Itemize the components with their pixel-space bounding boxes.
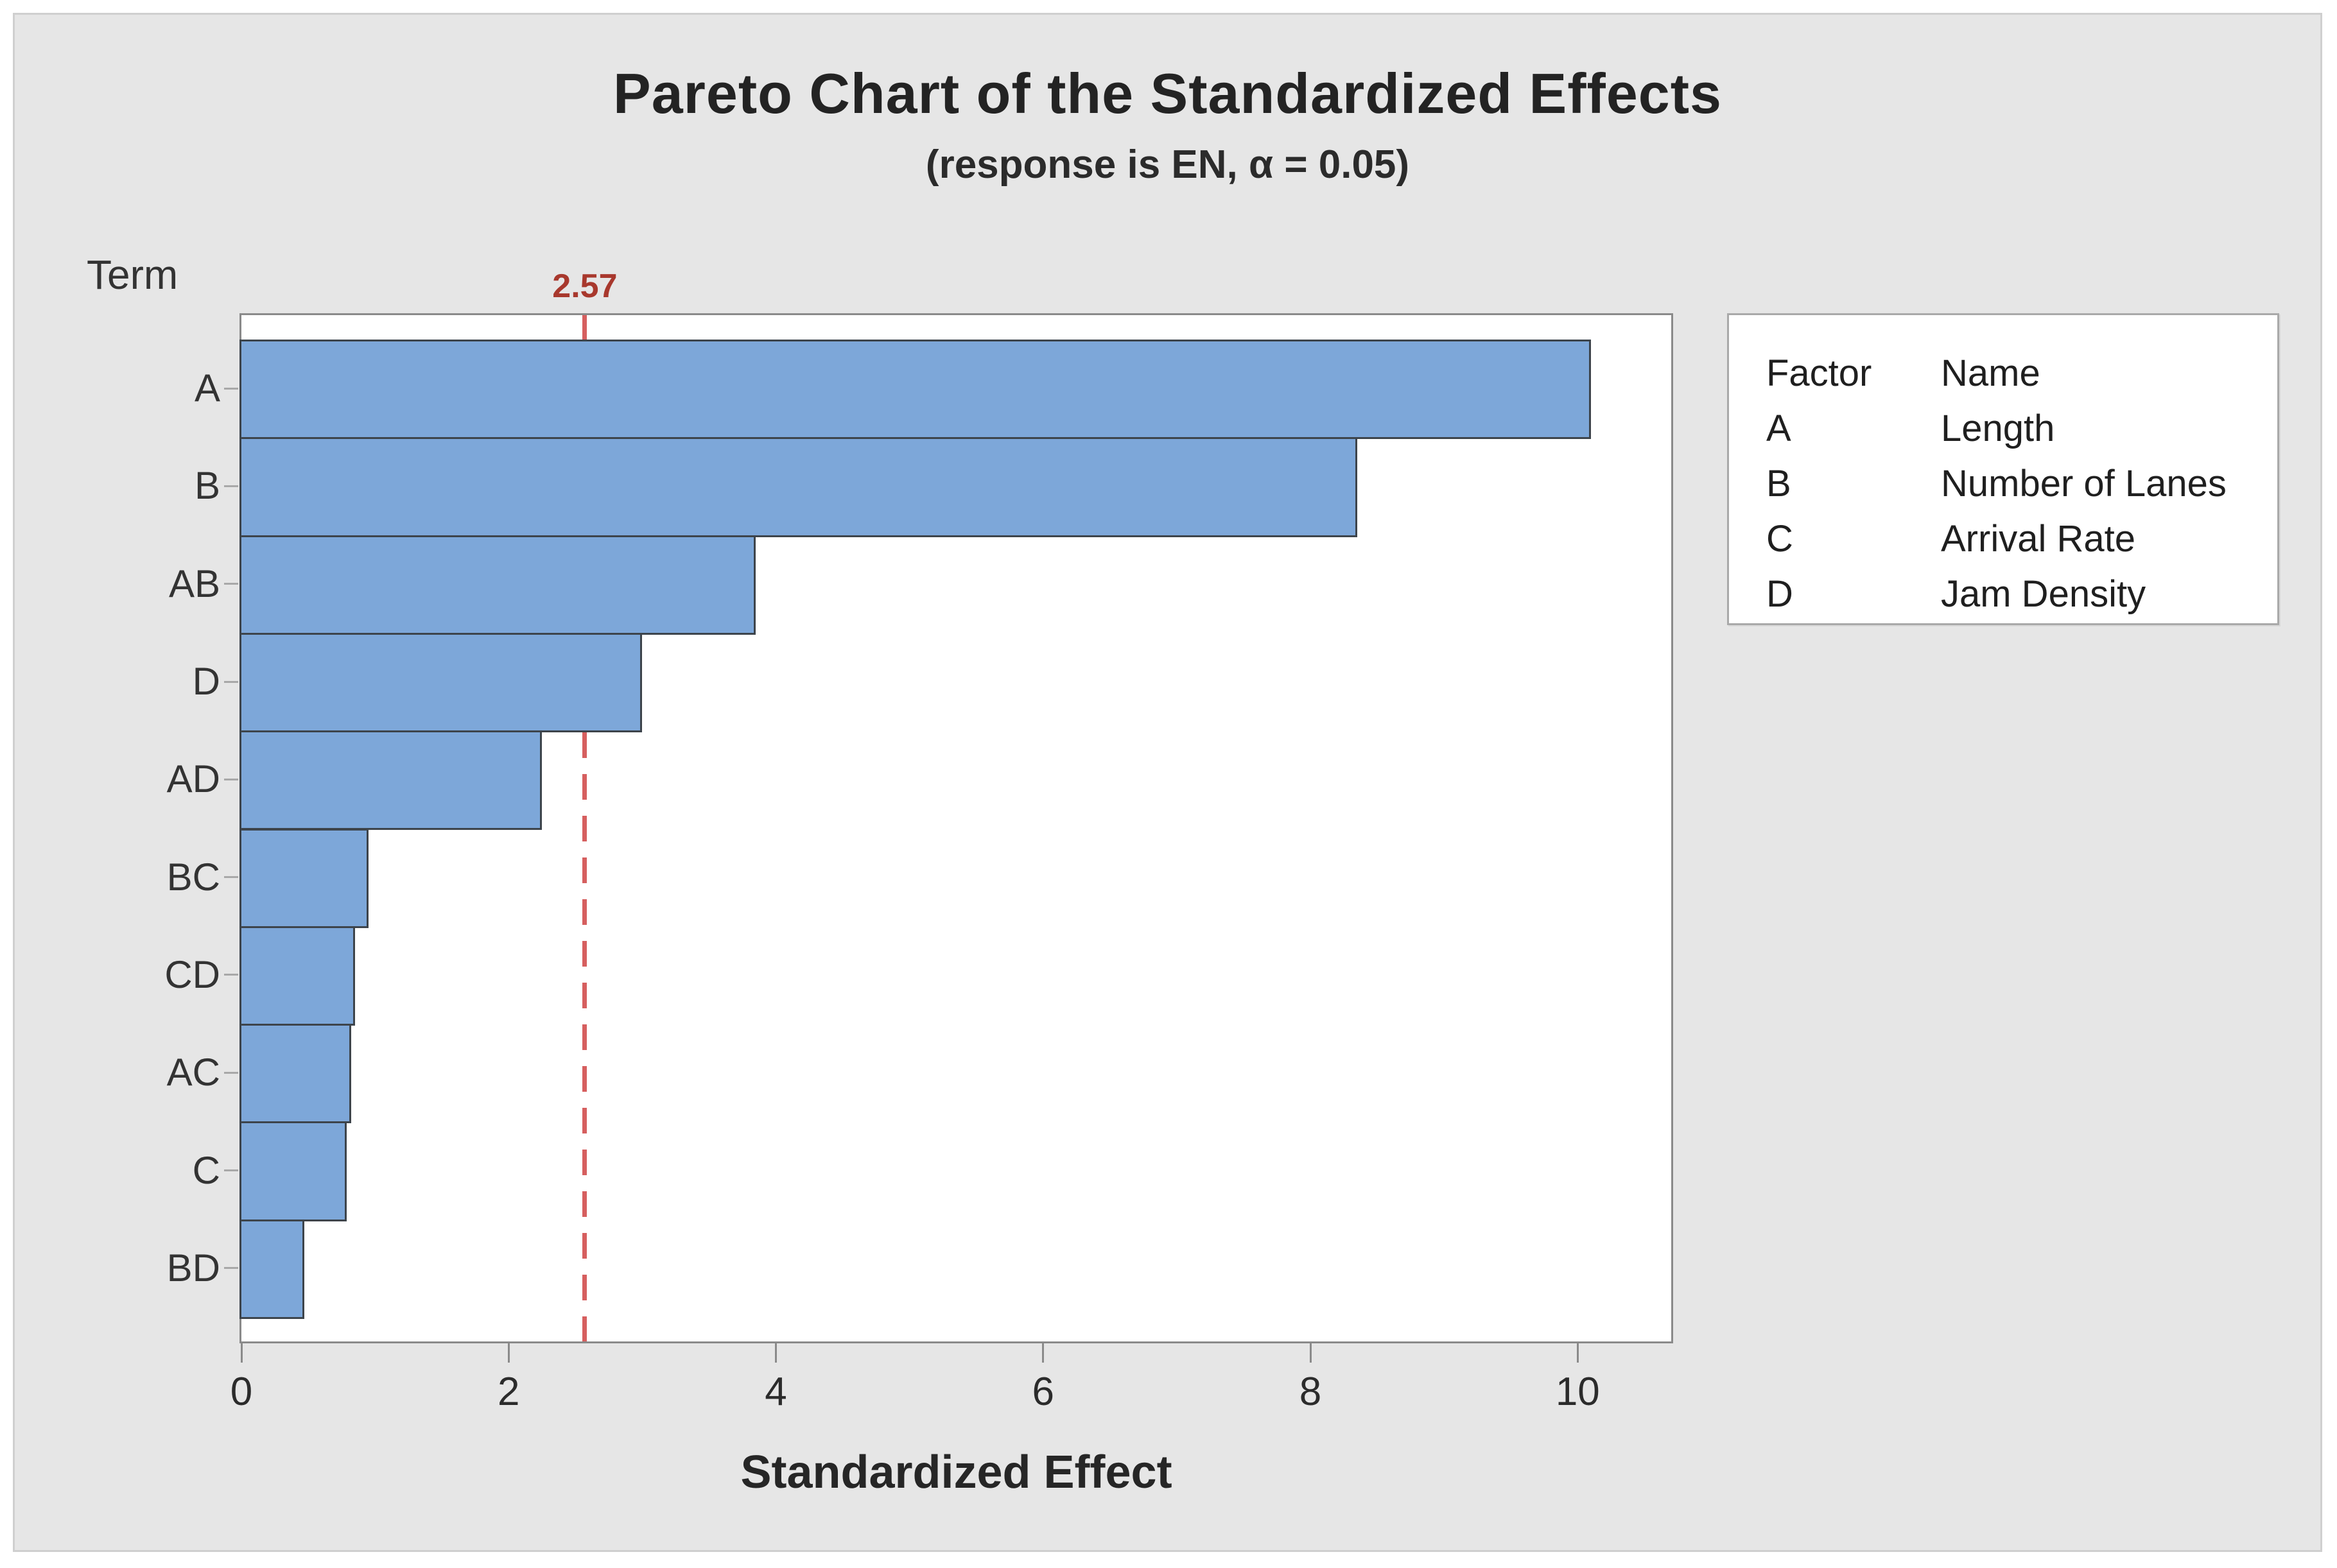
legend-row-A: A Length	[1729, 401, 2277, 456]
y-tick-AD	[224, 778, 238, 780]
bar-B	[239, 437, 1357, 537]
y-tick-label-C: C	[192, 1148, 220, 1192]
x-tick-label-8: 8	[1299, 1370, 1322, 1414]
y-tick-AB	[224, 583, 238, 585]
x-tick-2	[507, 1343, 510, 1363]
y-tick-BC	[224, 876, 238, 879]
legend-header-row: Factor Name	[1729, 346, 2277, 401]
bar-D	[239, 632, 643, 733]
y-tick-D	[224, 680, 238, 683]
legend-row-D: D Jam Density	[1729, 567, 2277, 622]
x-axis-title: Standardized Effect	[740, 1447, 1172, 1498]
legend-factor: D	[1766, 573, 1793, 615]
legend-box: Factor Name A Length B Number of Lanes C Arri…	[1727, 313, 2279, 625]
legend-name: Jam Density	[1941, 573, 2146, 615]
bar-AB	[239, 535, 756, 635]
x-tick-10	[1576, 1343, 1579, 1363]
bar-A	[239, 340, 1592, 440]
x-tick-label-4: 4	[765, 1370, 787, 1414]
y-tick-label-D: D	[192, 660, 220, 703]
y-tick-AC	[224, 1071, 238, 1074]
y-tick-label-CD: CD	[164, 952, 220, 996]
x-tick-6	[1042, 1343, 1045, 1363]
legend-header-name: Name	[1941, 352, 2040, 394]
y-tick-label-BC: BC	[166, 855, 220, 899]
y-tick-BD	[224, 1267, 238, 1270]
legend-factor: A	[1766, 408, 1791, 449]
legend-name: Length	[1941, 408, 2055, 449]
y-tick-CD	[224, 974, 238, 976]
x-tick-label-6: 6	[1032, 1370, 1055, 1414]
legend-name: Arrival Rate	[1941, 518, 2135, 560]
reference-line-label: 2.57	[552, 268, 618, 305]
reference-line	[582, 315, 587, 1341]
y-tick-C	[224, 1169, 238, 1172]
legend-factor: B	[1766, 463, 1791, 504]
x-tick-label-2: 2	[498, 1370, 520, 1414]
y-tick-label-B: B	[194, 464, 220, 508]
bar-AD	[239, 730, 543, 831]
legend-factor: C	[1766, 518, 1793, 560]
chart-subtitle: (response is EN, α = 0.05)	[925, 142, 1410, 187]
y-axis-title: Term	[87, 252, 178, 298]
legend-row-C: C Arrival Rate	[1729, 512, 2277, 567]
chart-title: Pareto Chart of the Standardized Effects	[613, 62, 1722, 125]
x-tick-label-0: 0	[230, 1370, 253, 1414]
y-tick-label-A: A	[194, 366, 220, 410]
x-tick-8	[1309, 1343, 1312, 1363]
plot-area	[239, 313, 1673, 1343]
legend-name: Number of Lanes	[1941, 463, 2227, 504]
y-tick-B	[224, 485, 238, 487]
y-tick-label-AB: AB	[168, 562, 220, 605]
y-tick-label-AC: AC	[166, 1051, 220, 1094]
bar-C	[239, 1121, 347, 1221]
legend-row-B: B Number of Lanes	[1729, 456, 2277, 512]
chart-figure: Pareto Chart of the Standardized Effects…	[13, 13, 2322, 1552]
x-tick-label-10: 10	[1555, 1370, 1600, 1414]
bar-BD	[239, 1219, 304, 1319]
x-tick-4	[775, 1343, 778, 1363]
bar-BC	[239, 828, 369, 928]
bar-CD	[239, 926, 355, 1026]
y-tick-label-AD: AD	[166, 757, 220, 801]
y-tick-A	[224, 387, 238, 390]
legend-header-factor: Factor	[1766, 352, 1872, 394]
x-tick-0	[240, 1343, 243, 1363]
y-tick-label-BD: BD	[166, 1246, 220, 1289]
bar-AC	[239, 1024, 351, 1124]
